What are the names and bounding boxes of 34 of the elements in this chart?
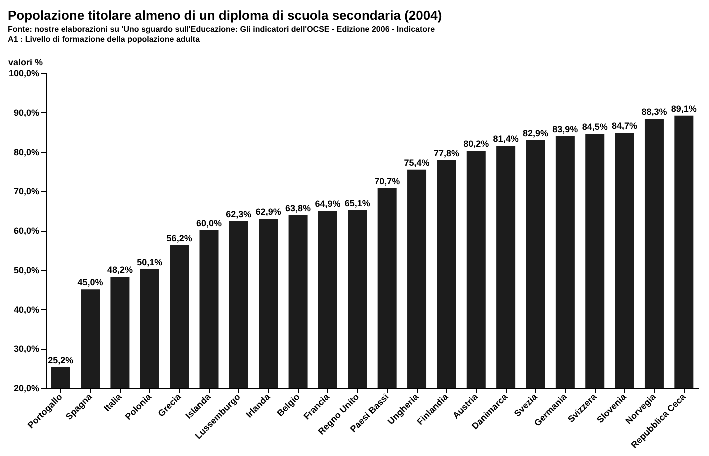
data-label: 82,9% bbox=[522, 128, 549, 138]
data-label: 83,9% bbox=[552, 124, 578, 134]
y-tick-label: 100,0% bbox=[8, 68, 40, 78]
data-label: 70,7% bbox=[374, 176, 400, 186]
y-tick-label: 50,0% bbox=[14, 265, 40, 276]
y-tick-label: 80,0% bbox=[14, 147, 40, 158]
chart-title: Popolazione titolare almeno di un diploma di scuola secondaria (2004) bbox=[8, 8, 442, 23]
chart-subtitle: Fonte: nostre elaborazioni su 'Uno sguardo sull'Educazione: Gli indicatori dell'OCSE - Edizione 2006 - Indicatore A1 : Livello di formazione della popolazione adulta bbox=[8, 25, 436, 44]
data-label: 84,7% bbox=[612, 121, 638, 132]
y-tick-label: 40,0% bbox=[14, 304, 40, 315]
y-tick-label: 60,0% bbox=[14, 226, 40, 236]
data-label: 75,4% bbox=[404, 158, 430, 168]
data-label: 50,1% bbox=[137, 257, 163, 268]
data-label: 84,5% bbox=[582, 122, 608, 132]
y-axis-title: valori % bbox=[8, 58, 44, 68]
data-label: 25,2% bbox=[48, 356, 74, 366]
data-label: 81,4% bbox=[493, 134, 519, 144]
y-tick-label: 70,0% bbox=[14, 186, 40, 197]
data-label: 62,9% bbox=[256, 207, 282, 218]
y-tick-label: 20,0% bbox=[14, 384, 40, 394]
data-label: 63,8% bbox=[286, 204, 312, 214]
y-tick-label: 90,0% bbox=[14, 108, 40, 118]
data-label: 77,8% bbox=[434, 148, 460, 158]
data-label: 60,0% bbox=[196, 218, 222, 228]
data-label: 64,9% bbox=[315, 199, 341, 210]
data-label: 80,2% bbox=[464, 138, 490, 149]
data-label: 89,1% bbox=[671, 104, 697, 114]
data-label: 48,2% bbox=[107, 264, 133, 275]
data-label: 88,3% bbox=[642, 107, 668, 118]
data-label: 65,1% bbox=[344, 198, 370, 208]
data-label: 56,2% bbox=[166, 233, 192, 244]
y-tick-label: 30,0% bbox=[14, 344, 40, 354]
data-label: 45,0% bbox=[78, 278, 104, 288]
data-label: 62,3% bbox=[226, 209, 252, 220]
